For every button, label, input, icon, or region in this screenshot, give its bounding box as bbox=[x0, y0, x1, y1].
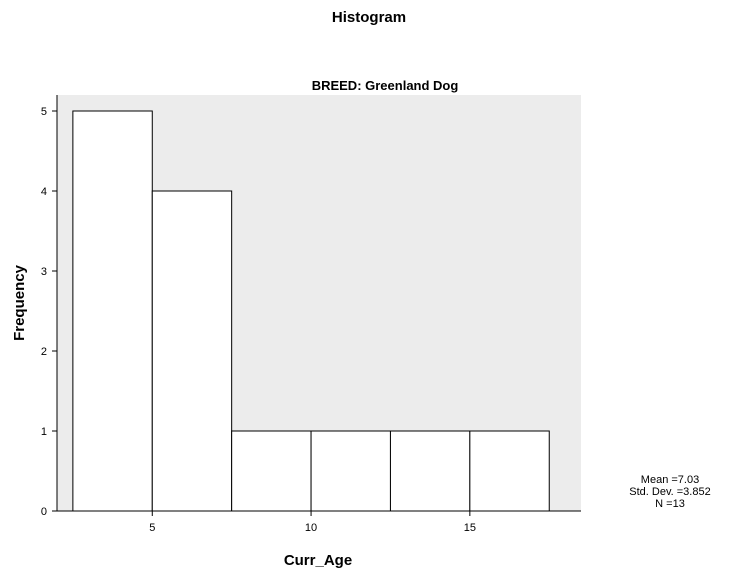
x-axis-title: Curr_Age bbox=[284, 552, 352, 569]
histogram-bar-3 bbox=[231, 430, 312, 512]
histogram-bar-4 bbox=[310, 430, 391, 512]
histogram-bar-6 bbox=[469, 430, 550, 512]
y-tick-label: 1 bbox=[41, 426, 47, 438]
histogram-bar-5 bbox=[389, 430, 471, 512]
x-tick-label: 15 bbox=[464, 522, 476, 534]
x-tick-label: 10 bbox=[305, 522, 317, 534]
chart-title: Histogram bbox=[332, 9, 406, 26]
y-tick-label: 2 bbox=[41, 346, 47, 358]
chart-subtitle: BREED: Greenland Dog bbox=[312, 78, 459, 93]
y-tick-label: 5 bbox=[41, 106, 47, 118]
y-tick-label: 3 bbox=[41, 266, 47, 278]
stat-mean: Mean =7.03 bbox=[640, 474, 700, 486]
y-tick-label: 0 bbox=[41, 506, 47, 518]
statistics-legend: Mean =7.03 Std. Dev. =3.852 N =13 bbox=[610, 474, 730, 510]
y-tick-label: 4 bbox=[41, 186, 47, 198]
stat-std-dev: Std. Dev. =3.852 bbox=[629, 486, 711, 498]
histogram-bar-1 bbox=[72, 110, 153, 512]
stat-n: N =13 bbox=[655, 498, 685, 510]
histogram-bar-2 bbox=[151, 190, 233, 512]
x-tick-label: 5 bbox=[149, 522, 155, 534]
y-axis-title: Frequency bbox=[11, 264, 28, 341]
